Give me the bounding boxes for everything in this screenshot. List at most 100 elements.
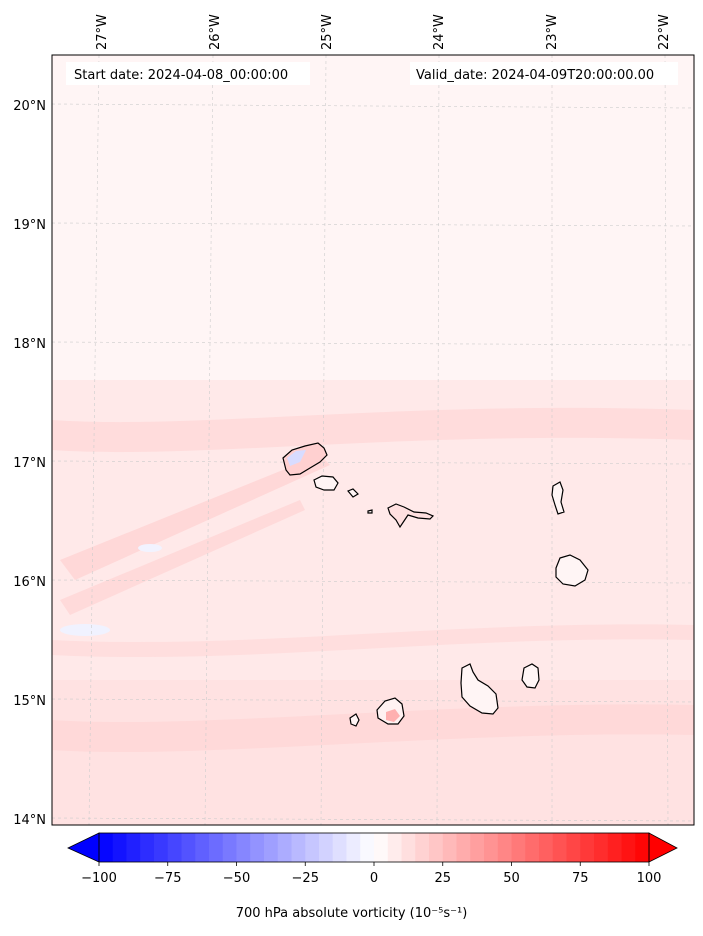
colorbar-step <box>497 833 512 862</box>
colorbar-step <box>539 833 554 862</box>
lat-tick-labels: 20°N 19°N 18°N 17°N 16°N 15°N 14°N <box>13 99 46 828</box>
colorbar-tick-label: 100 <box>637 871 662 886</box>
lon-tick-label: 26°W <box>208 14 223 50</box>
lon-tick-label: 22°W <box>657 14 672 50</box>
island-boa-vista <box>555 554 589 587</box>
parallel-14n <box>51 817 695 822</box>
colorbar-tick-label: 75 <box>572 871 589 886</box>
colorbar-step <box>387 833 402 862</box>
lon-tick-label: 27°W <box>95 14 110 50</box>
colorbar-step <box>511 833 526 862</box>
colorbar-step <box>264 833 279 862</box>
gridlines <box>51 54 695 826</box>
lat-tick-label: 15°N <box>13 694 46 709</box>
colorbar-step <box>580 833 595 862</box>
colorbar-step <box>456 833 471 862</box>
colorbar-step <box>291 833 306 862</box>
colorbar-step <box>594 833 609 862</box>
colorbar-step <box>154 833 169 862</box>
colorbar-step <box>332 833 347 862</box>
meridian-22w <box>664 54 669 826</box>
vorticity-negative-patch <box>60 624 110 636</box>
vorticity-negative-patch <box>287 450 306 466</box>
colorbar-step <box>374 833 389 862</box>
colorbar-step <box>429 833 444 862</box>
colorbar-step <box>621 833 636 862</box>
valid-date-box <box>410 62 678 85</box>
vorticity-negative-patch <box>138 544 162 552</box>
colorbar-tick-label: 25 <box>434 871 451 886</box>
meridian-24w <box>436 54 440 826</box>
lat-tick-label: 20°N <box>13 99 46 114</box>
parallel-16n <box>51 579 695 584</box>
lat-tick-label: 14°N <box>13 813 46 828</box>
island-santo-antao <box>282 442 328 476</box>
colorbar: −100 −75 −50 −25 0 25 50 75 100 <box>67 832 678 886</box>
vorticity-streak <box>60 500 305 615</box>
vorticity-streak <box>60 455 330 580</box>
colorbar-step <box>209 833 224 862</box>
colorbar-step <box>552 833 567 862</box>
colorbar-step <box>167 833 182 862</box>
vorticity-positive-patch <box>386 709 400 722</box>
lon-tick-label: 24°W <box>432 14 447 50</box>
parallel-20n <box>51 103 695 109</box>
colorbar-extend-high <box>648 832 678 863</box>
colorbar-step <box>484 833 499 862</box>
colorbar-step <box>181 833 196 862</box>
colorbar-step <box>415 833 430 862</box>
meridian-26w <box>204 54 214 826</box>
colorbar-step <box>442 833 457 862</box>
lon-tick-labels: 27°W 26°W 25°W 24°W 23°W 22°W <box>95 14 672 50</box>
lat-tick-label: 16°N <box>13 575 46 590</box>
colorbar-extend-low <box>67 832 100 863</box>
colorbar-step <box>140 833 155 862</box>
colorbar-step <box>525 833 540 862</box>
vorticity-streak <box>52 407 694 453</box>
colorbar-step <box>195 833 210 862</box>
colorbar-tick-label: −25 <box>292 871 319 886</box>
island-sao-vicente <box>313 475 339 491</box>
colorbar-step <box>607 833 622 862</box>
island-brava <box>349 713 360 727</box>
colorbar-step <box>401 833 416 862</box>
vorticity-streak <box>52 704 694 753</box>
map-frame <box>51 54 695 826</box>
colorbar-step <box>635 833 650 862</box>
island-sao-nicolau <box>387 503 435 529</box>
lat-tick-label: 17°N <box>13 456 46 471</box>
island-sal <box>551 481 565 515</box>
colorbar-step <box>319 833 334 862</box>
valid-date-label: Valid_date: 2024-04-09T20:00:00.00 <box>416 68 654 83</box>
island-santa-luzia <box>347 488 359 498</box>
lon-tick-label: 25°W <box>320 14 335 50</box>
start-date-box <box>66 62 310 85</box>
parallel-19n <box>51 222 695 227</box>
colorbar-step <box>126 833 141 862</box>
colorbar-step <box>222 833 237 862</box>
colorbar-step <box>99 833 114 862</box>
colorbar-step <box>566 833 581 862</box>
parallel-15n <box>51 698 695 703</box>
colorbar-tick-label: 50 <box>503 871 520 886</box>
lat-tick-label: 19°N <box>13 218 46 233</box>
colorbar-tick-label: 0 <box>370 871 378 886</box>
meridian-25w <box>320 54 327 826</box>
vorticity-band-south <box>52 680 694 825</box>
start-date-label: Start date: 2024-04-08_00:00:00 <box>74 68 288 83</box>
colorbar-steps <box>99 833 650 862</box>
lon-tick-label: 23°W <box>545 14 560 50</box>
colorbar-step <box>470 833 485 862</box>
colorbar-title: 700 hPa absolute vorticity (10⁻⁵s⁻¹) <box>235 906 468 921</box>
island-maio <box>521 663 540 689</box>
parallel-17n <box>51 460 695 465</box>
meridian-27w <box>88 54 100 826</box>
colorbar-step <box>305 833 320 862</box>
colorbar-tick-label: −100 <box>81 871 117 886</box>
lat-tick-label: 18°N <box>13 337 46 352</box>
colorbar-step <box>236 833 251 862</box>
colorbar-step <box>112 833 127 862</box>
colorbar-step <box>250 833 265 862</box>
parallel-18n <box>51 341 695 346</box>
